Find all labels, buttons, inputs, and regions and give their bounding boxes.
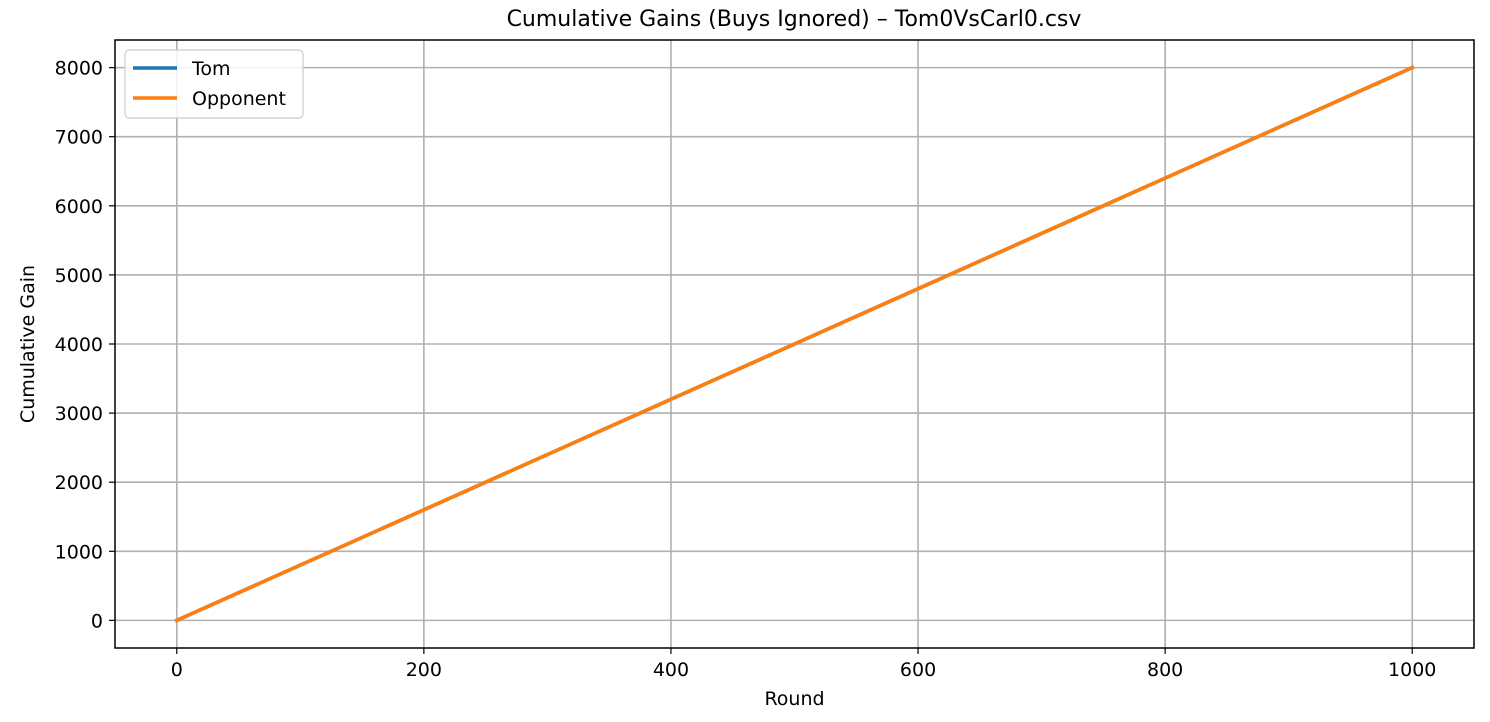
axis-ticks: 0 200 400 600 800 1000 0 1000 2000 3000 4000 5000 60…	[55, 58, 1437, 681]
grid	[115, 40, 1474, 648]
series-line-1	[174, 65, 1415, 623]
x-axis-label: Round	[764, 688, 824, 710]
x-tick-label: 400	[653, 659, 689, 681]
chart-title: Cumulative Gains (Buys Ignored) – Tom0Vs…	[507, 7, 1082, 32]
y-tick-label: 0	[91, 610, 103, 632]
x-tick-label: 200	[406, 659, 442, 681]
y-tick-label: 6000	[55, 196, 103, 218]
x-tick-label: 600	[900, 659, 936, 681]
y-tick-label: 2000	[55, 472, 103, 494]
y-tick-label: 7000	[55, 127, 103, 149]
x-tick-label: 0	[171, 659, 183, 681]
y-tick-label: 8000	[55, 58, 103, 80]
y-tick-label: 5000	[55, 265, 103, 287]
legend-label-0: Tom	[191, 58, 231, 80]
y-axis-label: Cumulative Gain	[17, 265, 39, 423]
y-tick-label: 1000	[55, 541, 103, 563]
series-lines	[174, 65, 1415, 623]
y-tick-label: 3000	[55, 403, 103, 425]
x-tick-label: 1000	[1388, 659, 1436, 681]
x-tick-label: 800	[1147, 659, 1183, 681]
legend: Tom Opponent	[124, 49, 304, 119]
y-tick-label: 4000	[55, 334, 103, 356]
legend-label-1: Opponent	[192, 88, 286, 110]
